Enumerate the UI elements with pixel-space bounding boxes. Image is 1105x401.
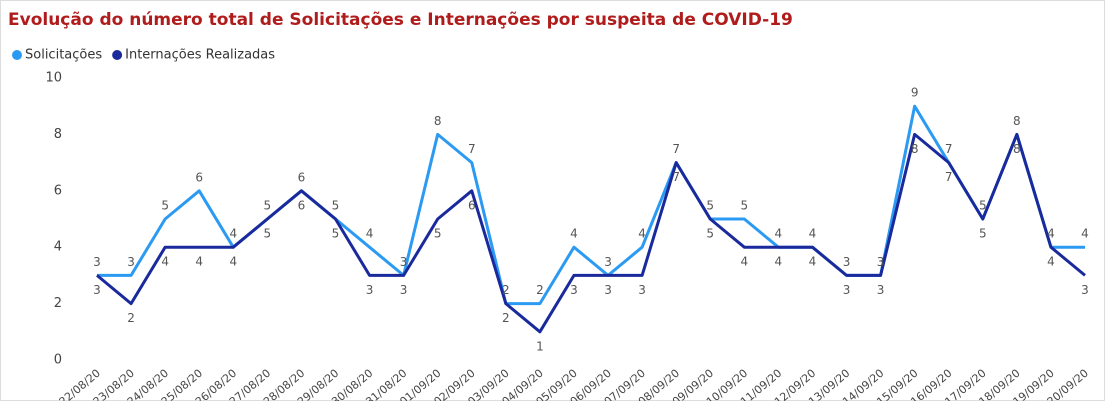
- data-label: 5: [161, 199, 169, 213]
- data-label: 2: [127, 311, 135, 325]
- data-label: 3: [843, 255, 851, 269]
- data-label: 3: [604, 255, 612, 269]
- data-label: 4: [809, 227, 817, 241]
- data-label: 5: [332, 227, 340, 241]
- data-label: 4: [195, 255, 203, 269]
- y-tick-label: 10: [45, 71, 62, 86]
- data-label: 7: [945, 170, 953, 184]
- line: [96, 132, 1086, 334]
- data-label: 2: [536, 283, 544, 297]
- data-label: 4: [366, 227, 374, 241]
- data-label: 4: [638, 227, 646, 241]
- data-label: 3: [877, 283, 885, 297]
- data-label: 5: [979, 227, 987, 241]
- y-tick-label: 4: [54, 240, 62, 255]
- data-label: 3: [877, 255, 885, 269]
- data-label: 3: [570, 283, 578, 297]
- data-label: 1: [536, 339, 544, 353]
- data-label: 3: [93, 283, 101, 297]
- y-tick-label: 8: [54, 127, 62, 142]
- y-tick-label: 6: [54, 183, 62, 198]
- data-label: 8: [1013, 114, 1021, 128]
- data-label: 5: [979, 199, 987, 213]
- data-label: 4: [229, 255, 237, 269]
- data-label: 5: [332, 199, 340, 213]
- data-label: 5: [434, 227, 442, 241]
- legend-label: Solicitações: [25, 48, 102, 63]
- data-label: 4: [1081, 227, 1089, 241]
- data-label: 3: [400, 283, 408, 297]
- data-label: 7: [468, 142, 476, 156]
- data-label: 6: [468, 198, 476, 212]
- data-label: 7: [672, 170, 680, 184]
- data-label: 8: [1013, 142, 1021, 156]
- data-label: 4: [775, 227, 783, 241]
- data-label: 3: [1081, 283, 1089, 297]
- legend-marker: [112, 50, 123, 60]
- data-label: 7: [672, 142, 680, 156]
- data-label: 2: [502, 311, 510, 325]
- legend-marker: [12, 50, 22, 60]
- data-label: 6: [298, 198, 306, 212]
- data-label: 3: [843, 283, 851, 297]
- data-label: 6: [195, 170, 203, 184]
- data-label: 8: [911, 142, 919, 156]
- data-label: 2: [502, 283, 510, 297]
- data-label: 6: [298, 170, 306, 184]
- y-tick-label: 0: [54, 353, 62, 368]
- data-label: 5: [264, 199, 272, 213]
- data-label: 8: [434, 114, 442, 128]
- data-label: 4: [1047, 227, 1055, 241]
- data-label: 3: [400, 255, 408, 269]
- legend-label: Internações Realizadas: [125, 48, 275, 63]
- chart-title: Evolução do número total de Solicitações…: [8, 10, 793, 30]
- data-label: 7: [945, 142, 953, 156]
- data-label: 4: [740, 255, 748, 269]
- data-label: 5: [740, 199, 748, 213]
- data-label: 5: [706, 199, 714, 213]
- data-label: 4: [809, 255, 817, 269]
- data-label: 9: [911, 86, 919, 100]
- data-label: 4: [161, 255, 169, 269]
- data-label: 3: [604, 283, 612, 297]
- data-label: 3: [638, 283, 646, 297]
- data-label: 3: [93, 255, 101, 269]
- data-label: 5: [706, 227, 714, 241]
- data-label: 4: [229, 227, 237, 241]
- data-label: 3: [366, 283, 374, 297]
- data-label: 5: [264, 227, 272, 241]
- data-label: 3: [127, 255, 135, 269]
- y-tick-label: 2: [54, 296, 62, 311]
- data-label: 4: [570, 227, 578, 241]
- data-label: 4: [775, 255, 783, 269]
- data-label: 4: [1047, 255, 1055, 269]
